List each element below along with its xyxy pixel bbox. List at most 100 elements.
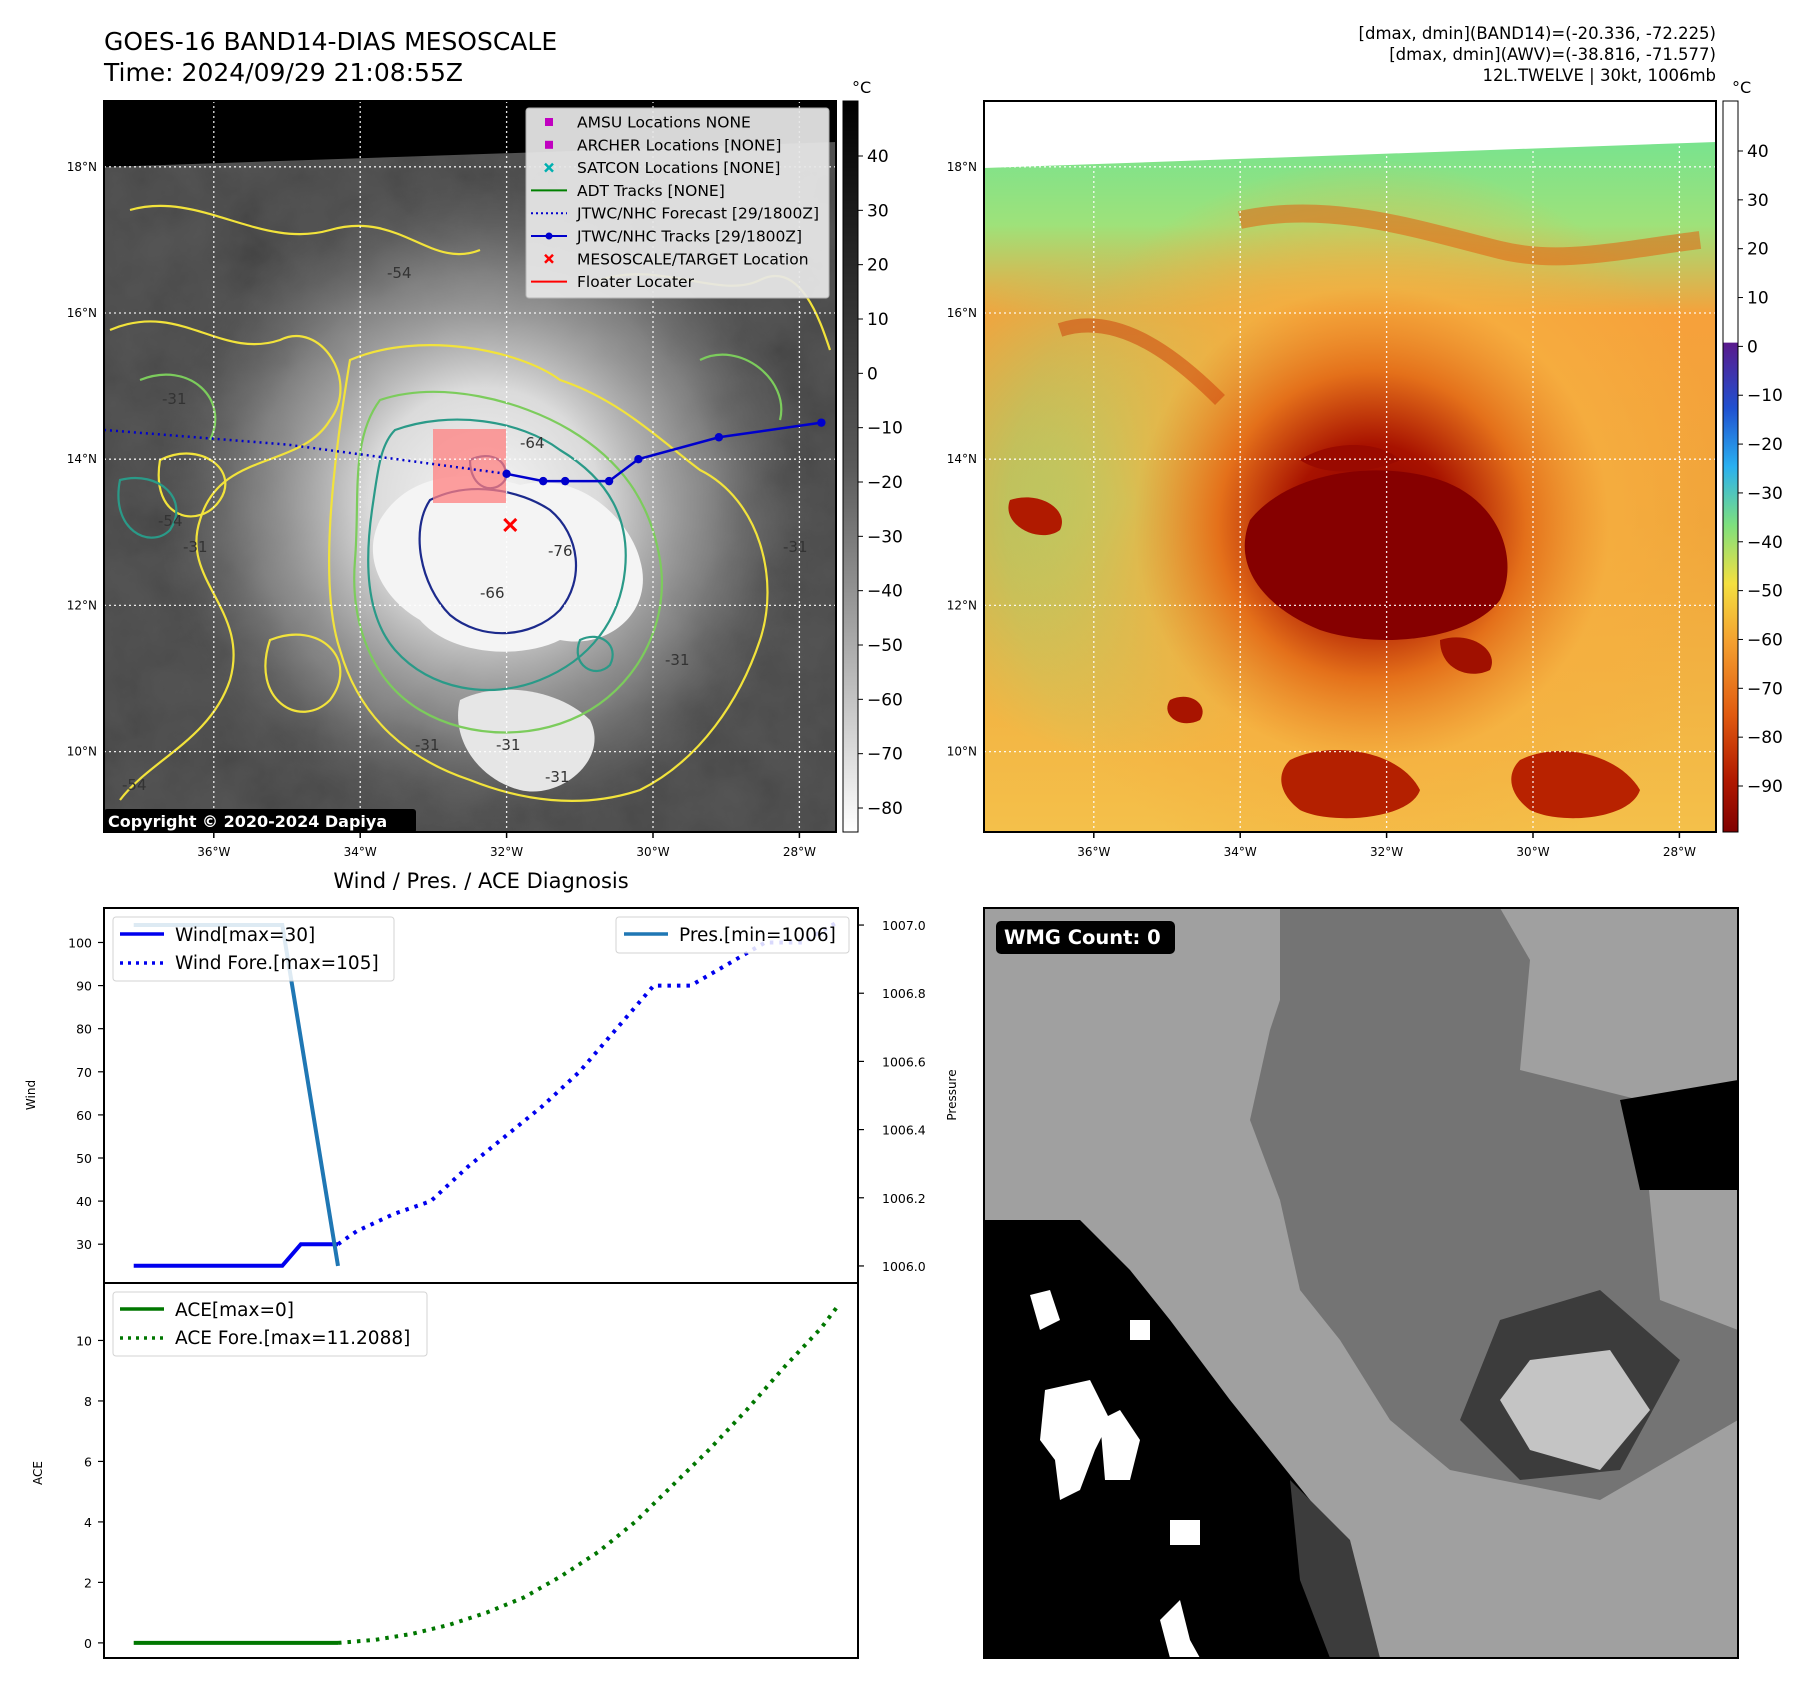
forecast-track (104, 428, 507, 476)
track-point (539, 476, 548, 486)
lat-tick-label: 18°N (947, 160, 977, 174)
wind-ytick-label: 50 (76, 1151, 92, 1166)
colorbar-tick-label: −90 (1747, 777, 1783, 797)
colorbar-tick-label: −80 (1747, 728, 1783, 748)
legend-wind-forecast: Wind Fore.[max=105] (175, 953, 379, 974)
ace-legend: ACE[max=0] ACE Fore.[max=11.2088] (112, 1291, 428, 1357)
wind-ytick-label: 60 (76, 1108, 92, 1123)
ace-ytick-label: 0 (84, 1636, 92, 1651)
colorbar-tick-label: −70 (867, 745, 903, 765)
colorbar-tick-label: 40 (867, 147, 889, 167)
contour-label: -31 (162, 390, 187, 408)
band14-colorbar (842, 100, 859, 833)
pressure-ytick-label: 1007.0 (882, 918, 926, 933)
copyright-badge (104, 809, 416, 833)
pressure-ytick-label: 1006.6 (882, 1054, 926, 1069)
lat-tick-label: 10°N (67, 745, 97, 759)
lat-tick-label: 16°N (947, 306, 977, 320)
info-awv-range: [dmax, dmin](AWV)=(-38.816, -71.577) (1389, 45, 1716, 64)
pressure-legend: Pres.[min=1006] (615, 916, 850, 954)
target-location-marker (503, 517, 518, 533)
contour-label: -54 (387, 264, 412, 282)
lon-tick-label: 30°W (636, 845, 669, 859)
legend-marker-x (544, 253, 554, 264)
pressure-ytick-label: 1006.8 (882, 986, 926, 1001)
legend-marker-x (544, 162, 554, 173)
legend-marker-square (545, 118, 553, 126)
colorbar-tick-label: −70 (1747, 679, 1783, 699)
legend-ace-forecast: ACE Fore.[max=11.2088] (175, 1328, 410, 1349)
wind-ytick-label: 100 (68, 935, 92, 950)
colorbar-tick-label: −50 (867, 636, 903, 656)
lat-tick-label: 12°N (947, 598, 977, 612)
colorbar-tick-label: −50 (1747, 582, 1783, 602)
contour-label: -31 (665, 651, 690, 669)
track-point (817, 418, 826, 427)
colorbar-unit: °C (852, 78, 871, 97)
lon-tick-label: 36°W (197, 845, 230, 859)
lat-tick-label: 10°N (947, 745, 977, 759)
legend-pressure: Pres.[min=1006] (679, 925, 836, 946)
colorbar-tick-label: −40 (867, 582, 903, 602)
colorbar-tick-label: 10 (867, 310, 889, 330)
colorbar-tick-label: −30 (867, 527, 903, 547)
track-point (560, 476, 570, 486)
colorbar-tick-label: 40 (1747, 142, 1769, 162)
lon-tick-label: 28°W (783, 845, 816, 859)
colorbar-tick-label: 30 (1747, 191, 1769, 211)
ace-ytick-label: 2 (84, 1575, 92, 1590)
contour-label: -54 (158, 512, 183, 530)
legend-marker-dot (545, 232, 553, 240)
contour-label: -31 (783, 538, 808, 556)
ace-ytick-label: 6 (84, 1454, 92, 1469)
wind-ytick-label: 70 (76, 1065, 92, 1080)
chart-title: Wind / Pres. / ACE Diagnosis (333, 869, 628, 893)
colorbar-tick-label: 20 (867, 256, 889, 276)
lon-tick-label: 28°W (1663, 845, 1696, 859)
ace-ylabel: ACE (31, 1461, 45, 1485)
contour-label: -31 (183, 538, 208, 556)
info-band14-range: [dmax, dmin](BAND14)=(-20.336, -72.225) (1359, 24, 1716, 43)
contour-label: -31 (496, 736, 521, 754)
wind-ylabel: Wind (24, 1080, 38, 1110)
legend-label: MESOSCALE/TARGET Location (577, 250, 809, 268)
contour-label: -31 (545, 768, 570, 786)
figure-title: GOES-16 BAND14-DIAS MESOSCALE (104, 27, 557, 56)
colorbar-tick-label: −60 (1747, 630, 1783, 650)
colorbar-tick-label: −60 (867, 690, 903, 710)
track-point (714, 433, 724, 442)
ace-ytick-label: 4 (84, 1515, 92, 1530)
legend-label: AMSU Locations NONE (577, 114, 751, 132)
track-point (634, 454, 643, 464)
contour-label: -66 (480, 584, 505, 602)
target-x-stroke (503, 517, 518, 533)
wind-ytick-label: 90 (76, 979, 92, 994)
pressure-ytick-label: 1006.2 (882, 1191, 926, 1206)
lat-tick-label: 18°N (67, 160, 97, 174)
colorbar-tick-label: −10 (867, 419, 903, 439)
colorbar-tick-label: −40 (1747, 533, 1783, 553)
legend-marker-square (545, 140, 553, 149)
figure-time: Time: 2024/09/29 21:08:55Z (103, 58, 463, 87)
legend-label: SATCON Locations [NONE] (577, 159, 780, 177)
legend-label: ARCHER Locations [NONE] (577, 136, 781, 154)
lat-tick-label: 14°N (67, 452, 97, 466)
lon-tick-label: 34°W (344, 845, 377, 859)
lon-tick-label: 32°W (490, 845, 523, 859)
lon-tick-label: 34°W (1224, 845, 1257, 859)
pressure-ytick-label: 1006.0 (882, 1259, 926, 1274)
floater-box (433, 429, 506, 503)
ace-forecast-line (337, 1302, 842, 1645)
contour-label: -54 (122, 776, 147, 794)
legend-label: ADT Tracks [NONE] (577, 182, 725, 200)
awv-map (984, 101, 1716, 832)
wmg-count: WMG Count: 0 (1004, 926, 1161, 949)
colorbar-tick-label: −20 (867, 473, 903, 493)
lat-tick-label: 16°N (67, 306, 97, 320)
map-legend: AMSU Locations NONE ARCHER Locations [NON… (525, 107, 830, 299)
legend-wind: Wind[max=30] (175, 925, 315, 946)
wind-ytick-label: 30 (76, 1237, 92, 1252)
track-point (502, 469, 511, 479)
legend-label: Floater Locater (577, 273, 695, 291)
colorbar-tick-label: −30 (1747, 484, 1783, 504)
